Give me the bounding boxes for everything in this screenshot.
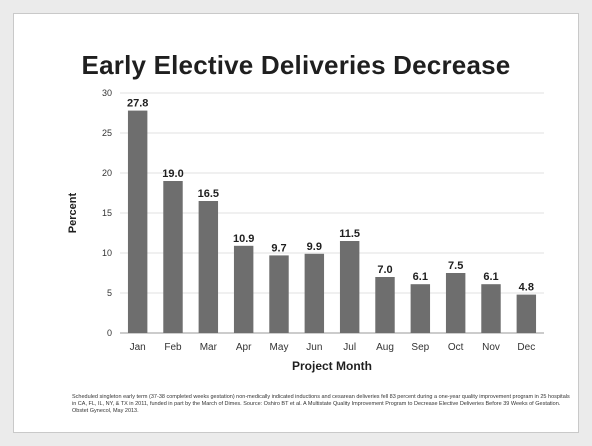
x-tick-label: Oct [448,342,464,353]
x-tick-label: Aug [376,342,394,353]
bar [481,284,501,333]
bar-chart: 0 5 10 15 20 25 30 27.8 19.0 16.5 10.9 9.7 9.9 11.5 7… [67,88,544,373]
bar [375,277,395,333]
bar [516,294,537,333]
data-label: 10.9 [233,233,254,245]
data-label: 6.1 [483,271,498,283]
data-label: 4.8 [519,282,534,294]
x-tick-label: Jul [343,342,356,353]
y-tick-label: 0 [107,328,112,338]
bar [410,284,431,333]
y-tick-label: 15 [102,208,112,218]
data-label: 11.5 [339,228,360,240]
y-tick-label: 25 [102,128,112,138]
data-label: 9.7 [271,242,286,254]
x-tick-label: Apr [236,342,252,353]
x-tick-label: Sep [411,342,429,353]
x-tick-label: Jan [130,342,146,353]
bar [339,241,360,333]
y-tick-label: 30 [102,88,112,98]
data-label: 19.0 [162,168,183,180]
bar [304,253,325,333]
bar [198,201,219,333]
data-label: 16.5 [198,188,219,200]
x-tick-label: May [270,342,289,353]
y-tick-label: 20 [102,168,112,178]
x-tick-label: Mar [200,342,218,353]
data-label: 7.0 [377,264,392,276]
bar [127,110,148,333]
footnote: Scheduled singleton early term (37-38 co… [72,394,570,414]
x-tick-label: Nov [482,342,500,353]
slide: Early Elective Deliveries Decrease 0 5 10 1… [13,13,579,433]
x-tick-label: Dec [517,342,535,353]
x-tick-label: Feb [164,342,182,353]
bar [233,245,254,333]
data-label: 7.5 [448,260,463,272]
y-axis-label: Percent [67,192,79,233]
data-label: 9.9 [307,241,322,253]
y-tick-label: 5 [107,288,112,298]
y-tick-label: 10 [102,248,112,258]
chart-title: Early Elective Deliveries Decrease [81,50,511,80]
bar [163,181,183,333]
data-label: 27.8 [127,98,148,110]
bar [445,273,466,333]
x-tick-label: Jun [306,342,322,353]
bar [269,255,289,333]
data-label: 6.1 [413,271,428,283]
x-axis-label: Project Month [292,359,372,373]
